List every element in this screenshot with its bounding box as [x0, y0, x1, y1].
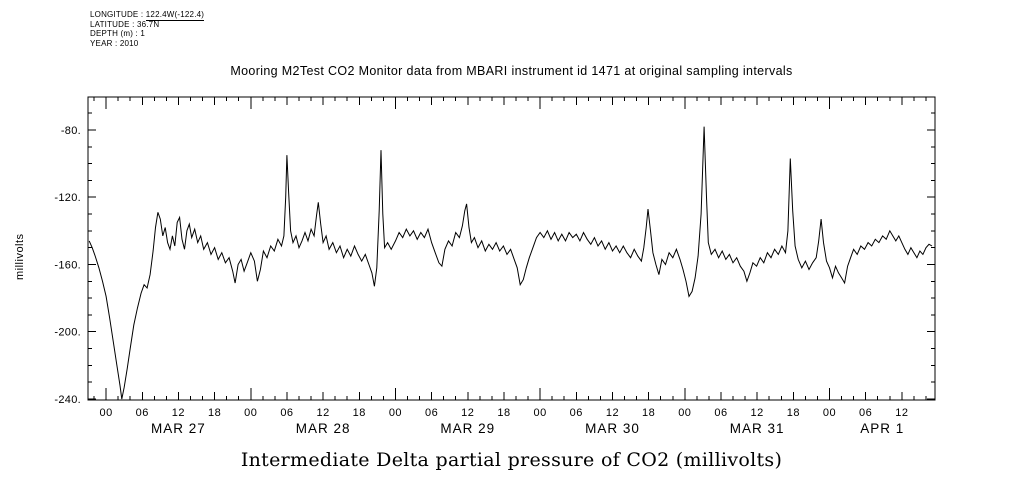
x-hour-label: 18 — [642, 407, 655, 419]
x-hour-label: 18 — [208, 407, 221, 419]
x-hour-label: 12 — [461, 407, 474, 419]
x-hour-label: 06 — [859, 407, 872, 419]
x-hour-label: 00 — [99, 407, 112, 419]
x-hour-label: 00 — [823, 407, 836, 419]
y-tick-label: -80. — [61, 125, 81, 137]
metadata-latitude: LATITUDE : 36.7N — [90, 19, 160, 29]
x-hour-label: 12 — [751, 407, 764, 419]
x-hour-label: 00 — [534, 407, 547, 419]
x-hour-label: 12 — [316, 407, 329, 419]
x-hour-label: 12 — [606, 407, 619, 419]
longitude-label: LONGITUDE : — [90, 10, 144, 19]
x-hour-label: 06 — [280, 407, 293, 419]
plot-frame — [87, 96, 936, 401]
x-day-label: MAR 30 — [585, 421, 640, 436]
x-hour-label: 06 — [714, 407, 727, 419]
metadata-year: YEAR : 2010 — [90, 38, 139, 48]
y-tick-label: -120. — [54, 192, 81, 204]
longitude-value: 122.4W(-122.4) — [145, 10, 205, 21]
x-hour-label: 00 — [389, 407, 402, 419]
x-day-label: APR 1 — [860, 421, 904, 436]
x-day-label: MAR 31 — [730, 421, 785, 436]
co2-series-line — [88, 126, 933, 400]
figure-caption: Intermediate Delta partial pressure of C… — [240, 449, 783, 471]
x-hour-label: 06 — [570, 407, 583, 419]
x-day-label: MAR 28 — [296, 421, 351, 436]
x-hour-label: 18 — [497, 407, 510, 419]
metadata-depth: DEPTH (m) : 1 — [90, 29, 146, 38]
x-hour-label: 06 — [136, 407, 149, 419]
x-day-label: MAR 27 — [151, 421, 206, 436]
x-day-label: MAR 29 — [440, 421, 495, 436]
metadata-longitude: LONGITUDE : 122.4W(-122.4) — [90, 10, 205, 21]
x-hour-label: 06 — [425, 407, 438, 419]
station-metadata: LONGITUDE : 122.4W(-122.4) LATITUDE : 36… — [90, 10, 205, 48]
x-hour-label: 00 — [244, 407, 257, 419]
y-tick-label: -240. — [54, 394, 81, 406]
x-hour-label: 18 — [787, 407, 800, 419]
plot-title: Mooring M2Test CO2 Monitor data from MBA… — [230, 64, 793, 78]
x-hour-label: 00 — [678, 407, 691, 419]
y-tick-label: -200. — [54, 327, 81, 339]
x-hour-label: 18 — [353, 407, 366, 419]
y-tick-label: -160. — [54, 259, 81, 271]
x-hour-label: 12 — [895, 407, 908, 419]
x-hour-label: 12 — [172, 407, 185, 419]
